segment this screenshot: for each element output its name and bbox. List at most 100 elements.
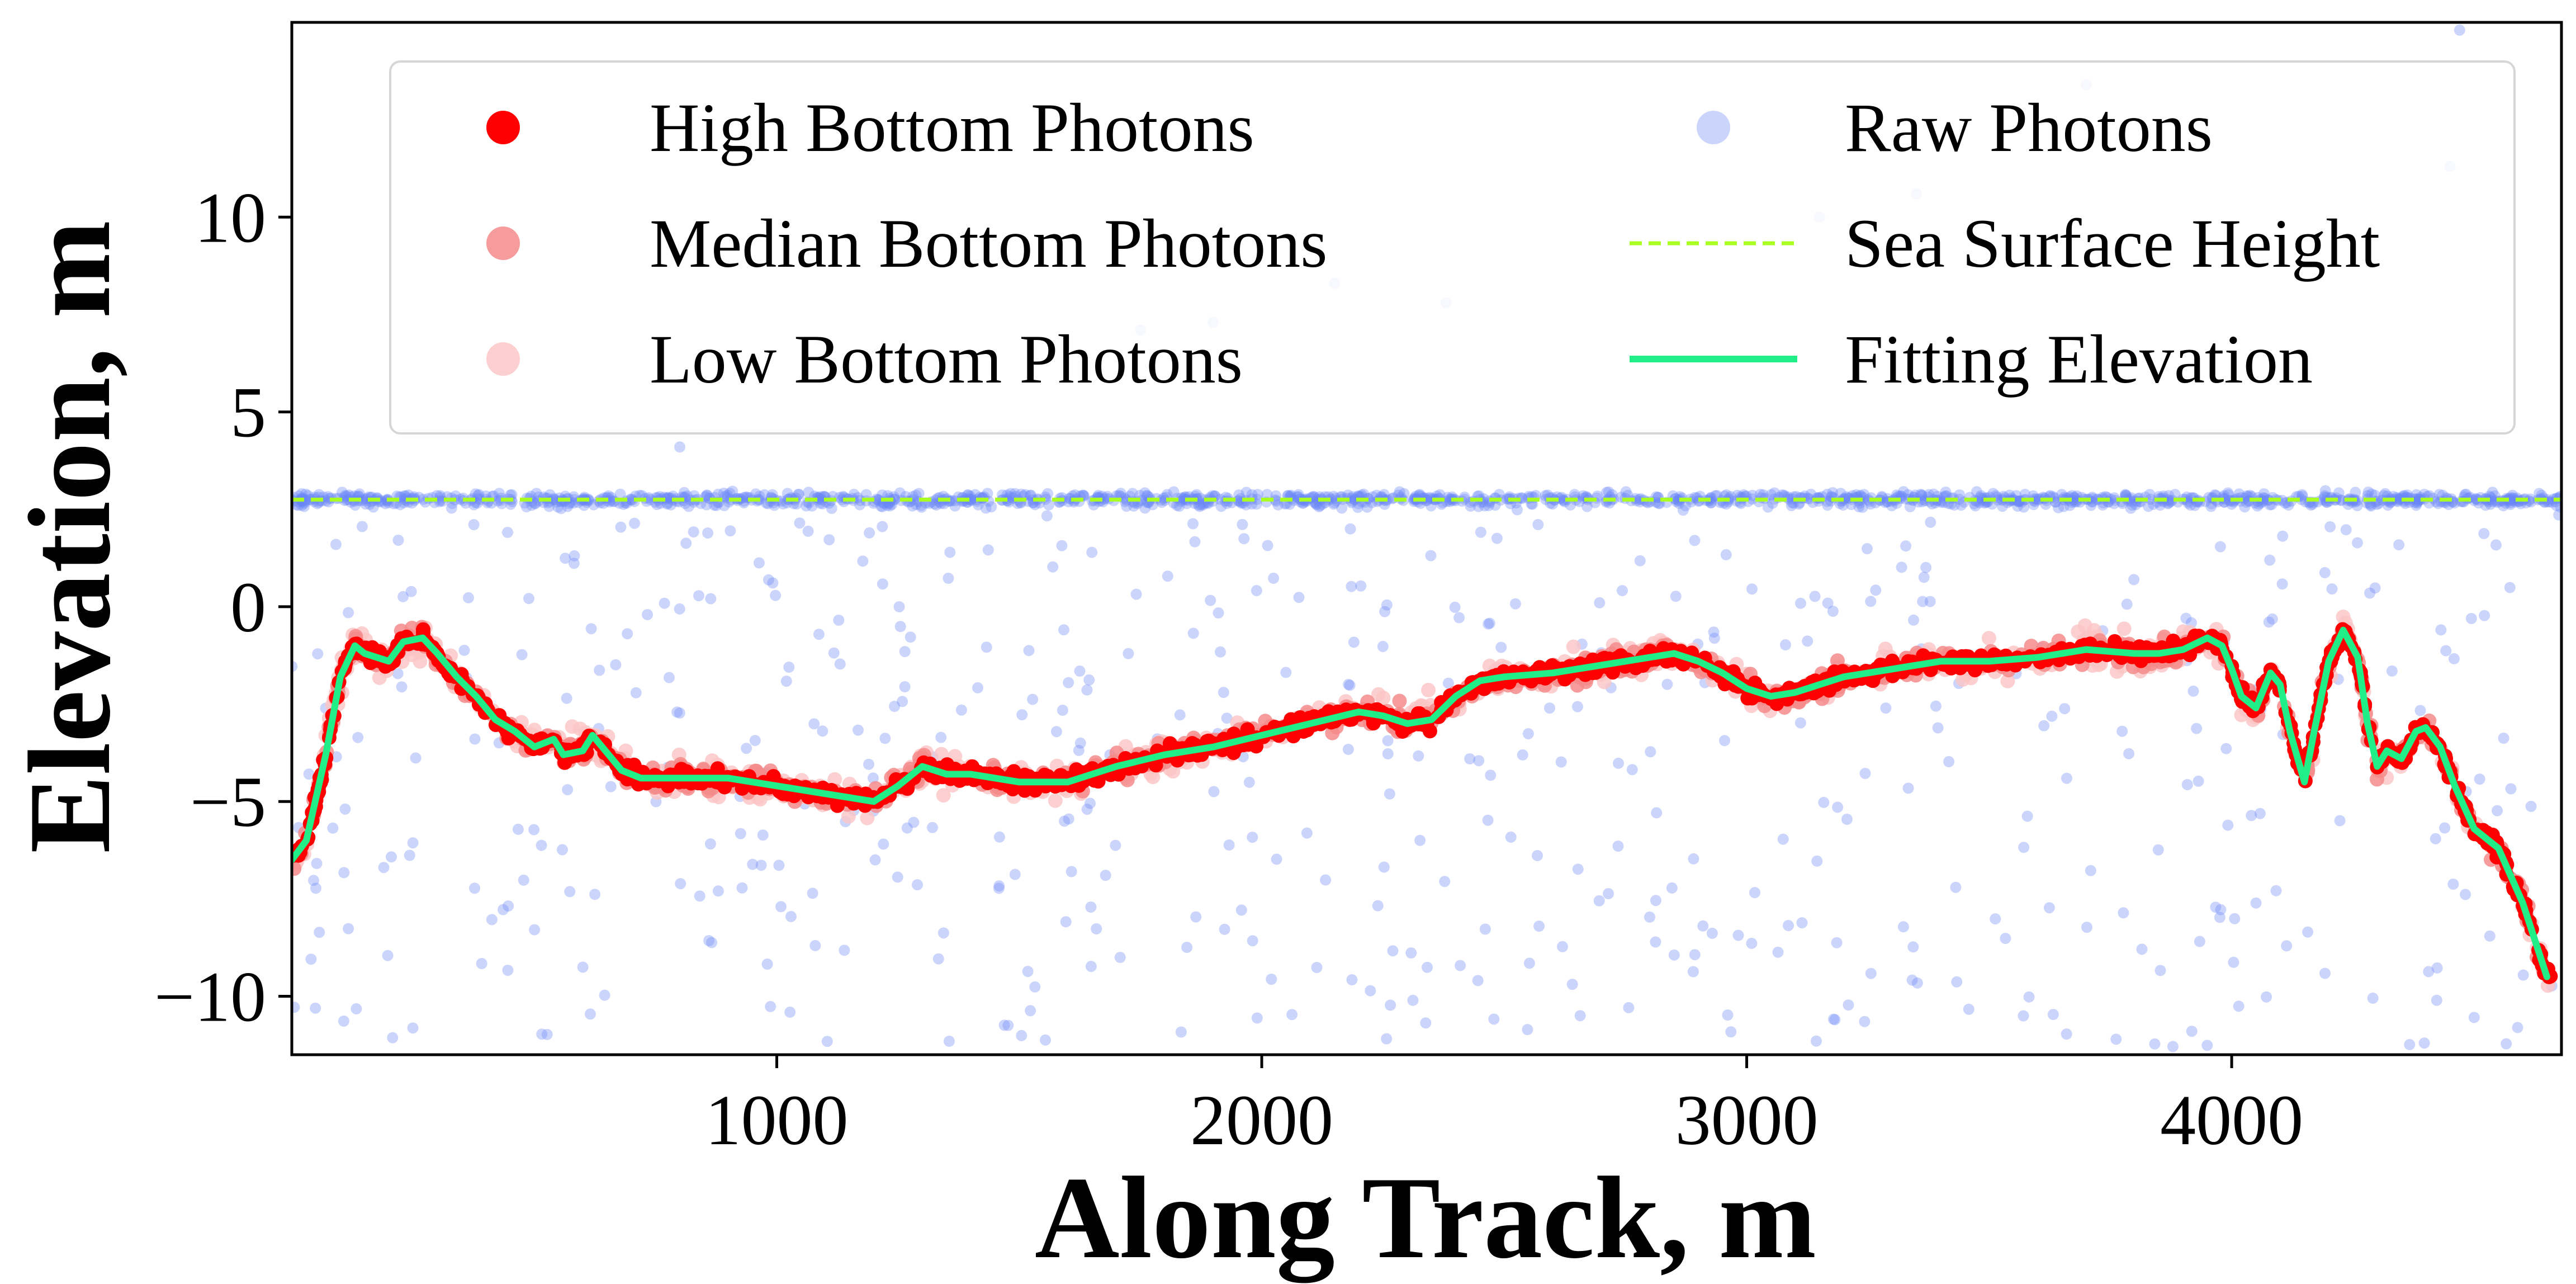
raw-photon-point [663,492,675,504]
raw-photon-point [769,499,780,511]
raw-photon-point [1719,735,1730,747]
raw-photon-point [2555,501,2561,513]
raw-photon-point [536,1028,548,1040]
raw-photon-point [502,527,513,538]
raw-photon-point [2000,933,2011,944]
raw-photon-point [1827,606,1839,617]
x-axis-ticks: 1000 2000 3000 4000 [705,1055,2303,1160]
raw-photon-point [2430,833,2441,844]
raw-photon-point [2382,499,2394,511]
raw-photon-point [1925,516,1936,528]
raw-photon-point [1342,744,1354,755]
raw-photon-point [915,499,927,511]
raw-photon-point [2130,499,2142,511]
raw-photon-point [1879,497,1891,508]
raw-photon-point [585,623,597,635]
raw-photon-point [770,589,782,601]
raw-photon-point [2468,494,2480,506]
raw-photon-point [561,692,572,704]
raw-photon-point [1603,888,1614,899]
raw-photon-point [1644,911,1655,923]
raw-photon-point [2512,1022,2523,1033]
raw-photon-point [1346,974,1358,985]
raw-photon-point [1235,904,1247,916]
raw-photon-point [2414,493,2426,505]
raw-photon-point [1413,750,1424,762]
raw-photon-point [972,682,983,693]
raw-photon-point [913,488,925,499]
raw-photon-point [727,485,738,497]
raw-photon-point [1634,555,1646,567]
raw-photon-point [1601,487,1612,498]
raw-photon-point [2471,493,2482,505]
raw-photon-point [1187,627,1199,639]
raw-photon-point [562,501,574,512]
raw-photon-point [1115,488,1126,499]
raw-photon-point [470,488,481,500]
raw-photon-point [1953,493,1965,505]
raw-photon-point [877,521,888,532]
raw-photon-point [955,704,967,716]
raw-photon-point [1697,920,1709,932]
raw-photon-point [469,733,481,745]
raw-photon-point [543,501,555,512]
raw-photon-point [1687,966,1699,978]
raw-photon-point [349,499,361,511]
raw-photon-point [1420,1017,1432,1029]
raw-photon-point [1472,501,1484,512]
raw-photon-point [1572,863,1584,875]
raw-photon-point [1809,591,1821,602]
raw-photon-point [1670,591,1682,602]
raw-photon-point [821,1036,833,1047]
raw-photon-point [1328,490,1339,502]
raw-photon-point [2507,494,2519,506]
raw-photon-point [2459,489,2471,501]
raw-photon-point [2128,574,2140,586]
raw-photon-point [2241,490,2252,502]
raw-photon-point [1865,967,1877,979]
raw-photon-point [2411,493,2423,504]
y-tick-label: 5 [230,373,266,452]
raw-photon-point [2091,493,2103,505]
raw-photon-point [1177,494,1188,506]
raw-photon-point [1293,592,1305,603]
raw-photon-point [473,489,485,501]
raw-photon-point [993,882,1005,894]
raw-photon-point [1050,726,1062,738]
raw-photon-point [1969,500,1981,512]
raw-photon-point [520,501,532,513]
raw-photon-point [1086,546,1098,558]
raw-photon-point [292,499,304,511]
raw-photon-point [875,500,887,512]
raw-photon-point [312,648,324,660]
raw-photon-point [2525,800,2537,812]
raw-photon-point [625,493,637,505]
raw-photon-point [2222,819,2234,831]
raw-photon-point [2262,494,2274,506]
raw-photon-point [869,854,881,866]
raw-photon-point [1974,497,1986,508]
raw-photon-point [1311,493,1323,505]
raw-photon-point [773,860,785,871]
raw-photon-point [2317,494,2328,506]
raw-photon-point [860,489,872,501]
raw-photon-point [1943,756,1955,767]
raw-photon-point [2504,494,2516,506]
raw-photon-point [494,488,505,499]
raw-photon-point [1900,540,1912,552]
raw-photon-point [1372,900,1384,912]
raw-photon-point [1509,598,1521,610]
raw-photon-point [674,603,685,615]
raw-photon-point [2367,992,2379,1004]
raw-photon-point [712,885,724,897]
raw-photon-point [1091,923,1102,934]
raw-photon-point [1382,748,1394,759]
raw-photon-point [1794,717,1806,729]
raw-photon-point [2152,844,2164,856]
raw-photon-point [2058,501,2070,512]
raw-photon-point [1292,489,1304,501]
raw-photon-point [1024,490,1036,502]
raw-photon-point [785,910,797,922]
raw-photon-point [801,500,812,512]
